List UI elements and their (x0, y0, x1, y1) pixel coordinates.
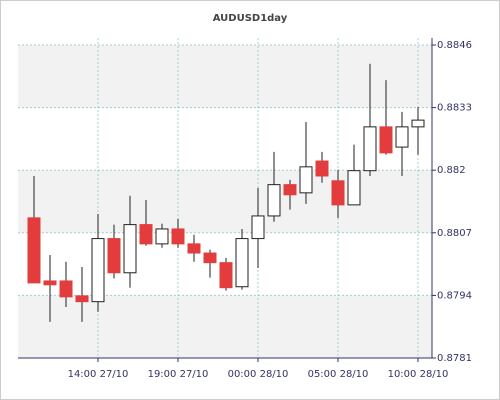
candle-body (283, 184, 297, 196)
candle-body (251, 215, 265, 240)
y-tick-label: 0.8833 (437, 103, 472, 114)
candle-body (27, 217, 41, 284)
y-tick-label: 0.882 (437, 165, 466, 176)
y-tick-label: 0.8781 (437, 353, 472, 364)
x-tick-label: 14:00 27/10 (68, 369, 129, 380)
band (18, 295, 432, 358)
candle-body (171, 228, 185, 245)
candle-body (411, 119, 425, 128)
candle-body (107, 238, 121, 274)
y-tick-label: 0.8807 (437, 228, 472, 239)
candle-body (235, 238, 249, 288)
candle-body (59, 280, 73, 298)
y-tick-label: 0.8846 (437, 40, 472, 51)
candle-body (203, 252, 217, 264)
candle-body (75, 295, 89, 303)
candle-body (43, 280, 57, 286)
candle-body (123, 224, 137, 274)
candle-body (187, 243, 201, 254)
candle-body (315, 160, 329, 177)
candle-body (219, 262, 233, 289)
candle-body (155, 228, 169, 245)
candle-body (379, 126, 393, 154)
candle-body (139, 224, 153, 245)
band (18, 170, 432, 233)
band (18, 45, 432, 108)
candle-body (267, 184, 281, 217)
x-tick-label: 00:00 28/10 (228, 369, 289, 380)
candle-body (347, 170, 361, 206)
chart-title: AUDUSD1day (213, 13, 288, 24)
x-tick-label: 05:00 28/10 (308, 369, 369, 380)
candle-body (331, 180, 345, 206)
x-tick-label: 10:00 28/10 (388, 369, 449, 380)
band (18, 107, 432, 171)
candle-body (363, 126, 377, 172)
y-tick-label: 0.8794 (437, 290, 472, 301)
candle-body (299, 166, 313, 194)
candle-body (395, 126, 409, 148)
candle-body (91, 238, 105, 303)
x-tick-label: 19:00 27/10 (148, 369, 209, 380)
